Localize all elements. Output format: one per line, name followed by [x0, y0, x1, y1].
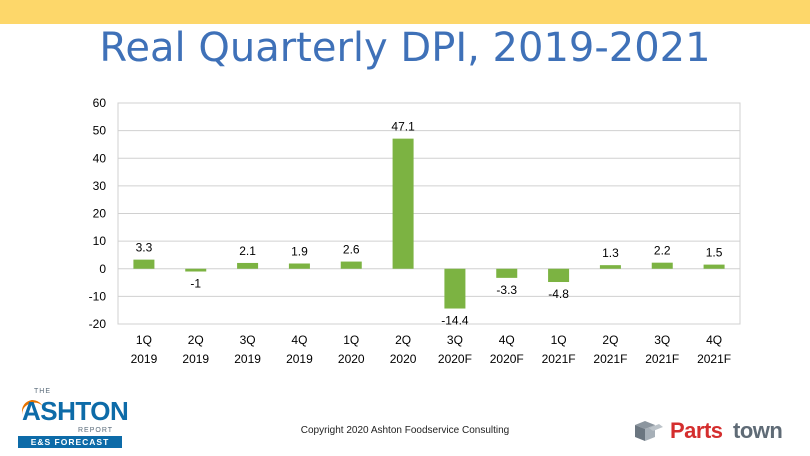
- box-icon: [635, 421, 663, 441]
- logo-forecast-strip: E&S FORECAST: [18, 436, 122, 448]
- data-label: 2.1: [239, 244, 256, 258]
- copyright-text: Copyright 2020 Ashton Foodservice Consul…: [300, 425, 510, 436]
- x-tick-label: 2020: [338, 352, 365, 366]
- x-tick-label: 2020F: [438, 352, 472, 366]
- x-tick-label: 2019: [286, 352, 313, 366]
- y-tick-label: 40: [93, 151, 107, 165]
- x-tick-label: 2021F: [645, 352, 679, 366]
- logo-report-text: REPORT: [78, 427, 114, 434]
- x-tick-label: 3Q: [447, 333, 463, 347]
- x-tick-label: 2019: [234, 352, 261, 366]
- logo-ashton-text: ASHTON: [22, 396, 129, 426]
- x-tick-label: 1Q: [551, 333, 567, 347]
- logo-the-text: THE: [34, 388, 51, 395]
- bar: [548, 268, 570, 283]
- slide-title: Real Quarterly DPI, 2019-2021: [99, 25, 711, 71]
- data-label: -14.4: [441, 314, 469, 328]
- x-tick-label: 2021F: [542, 352, 576, 366]
- logo-town-text: town: [733, 418, 783, 443]
- x-tick-label: 2020F: [490, 352, 524, 366]
- x-tick-label: 2Q: [188, 333, 204, 347]
- y-tick-label: -20: [89, 317, 107, 331]
- data-label: -1: [190, 277, 201, 291]
- y-tick-label: -10: [89, 289, 107, 303]
- y-tick-label: 10: [93, 234, 107, 248]
- x-tick-label: 1Q: [343, 333, 359, 347]
- x-tick-label: 2Q: [395, 333, 411, 347]
- data-label: 1.3: [602, 246, 619, 260]
- x-tick-label: 2019: [182, 352, 209, 366]
- y-tick-label: 20: [93, 207, 107, 221]
- bar: [288, 263, 310, 269]
- x-tick-label: 2021F: [697, 352, 731, 366]
- bar: [496, 268, 518, 278]
- x-tick-label: 2020: [390, 352, 417, 366]
- x-tick-label: 2021F: [593, 352, 627, 366]
- x-tick-label: 1Q: [136, 333, 152, 347]
- x-tick-label: 2Q: [602, 333, 618, 347]
- x-tick-label: 4Q: [291, 333, 307, 347]
- ashton-report-logo: THE ASHTON REPORT E&S FORECAST: [18, 388, 129, 450]
- bar: [444, 268, 466, 309]
- y-tick-label: 30: [93, 179, 107, 193]
- data-label: 1.5: [706, 246, 723, 260]
- x-tick-label: 4Q: [499, 333, 515, 347]
- data-label: 2.6: [343, 243, 360, 257]
- bar: [392, 138, 414, 269]
- logo-parts-text: Parts: [670, 418, 723, 443]
- x-tick-label: 2019: [131, 352, 158, 366]
- top-banner: [0, 0, 810, 24]
- x-tick-label: 3Q: [240, 333, 256, 347]
- bar-chart: 60 50 40 30 20 10 0 -10 -20 3.3 1Q 2019 -1 2Q 2019 2.1 3…: [89, 96, 741, 366]
- data-label: -4.8: [548, 287, 569, 301]
- bar: [651, 262, 673, 269]
- y-tick-label: 50: [93, 124, 107, 138]
- data-label: 1.9: [291, 245, 308, 259]
- plot-frame: [117, 102, 741, 325]
- x-tick-label: 3Q: [654, 333, 670, 347]
- data-label: -3.3: [496, 283, 517, 297]
- bar: [185, 268, 207, 272]
- bar: [703, 264, 725, 269]
- bar: [599, 265, 621, 269]
- data-label: 3.3: [136, 241, 153, 255]
- y-tick-label: 0: [99, 262, 106, 276]
- y-tick-label: 60: [93, 96, 107, 110]
- bar: [237, 262, 259, 269]
- data-label: 47.1: [391, 120, 415, 134]
- data-label: 2.2: [654, 244, 671, 258]
- bar: [340, 261, 362, 269]
- x-tick-label: 4Q: [706, 333, 722, 347]
- bar: [133, 259, 155, 269]
